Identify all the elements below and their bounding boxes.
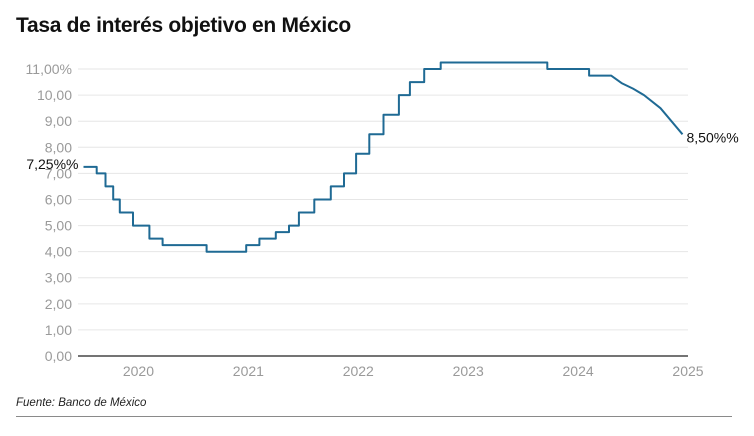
chart-title: Tasa de interés objetivo en México: [16, 14, 351, 37]
y-tick-label: 2,00: [45, 296, 72, 312]
series-line: [83, 61, 684, 253]
x-tick-label: 2023: [453, 363, 484, 379]
annotations: 7,25%% 8,50%%: [26, 129, 738, 172]
y-tick-label: 5,00: [45, 218, 72, 234]
plot-area: [83, 61, 684, 253]
footer-rule: [16, 416, 732, 417]
x-axis: 2020 2021 2022 2023 2024 2025: [78, 355, 704, 379]
y-tick-label: 0,00: [45, 348, 72, 364]
y-tick-label: 3,00: [45, 270, 72, 286]
x-tick-label: 2020: [123, 363, 154, 379]
y-tick-label: 7,00: [45, 165, 72, 181]
x-tick-label: 2025: [672, 363, 703, 379]
y-tick-label: 9,00: [45, 113, 72, 129]
data-label: 7,25%%: [26, 156, 78, 172]
y-tick-label: 10,00: [37, 87, 72, 103]
y-tick-label: 1,00: [45, 322, 72, 338]
x-tick-label: 2024: [563, 363, 594, 379]
data-label: 8,50%%: [687, 129, 739, 145]
x-tick-label: 2022: [343, 363, 374, 379]
y-tick-label: 8,00: [45, 139, 72, 155]
y-tick-label: 11,00%: [26, 61, 72, 77]
y-axis-ticks: 0,00 1,00 2,00 3,00 4,00 5,00 6,00 7,00 8,00 9,00…: [26, 61, 73, 364]
gridlines: [78, 68, 688, 331]
y-tick-label: 4,00: [45, 244, 72, 260]
x-tick-label: 2021: [233, 363, 264, 379]
y-tick-label: 6,00: [45, 191, 72, 207]
source-note: Fuente: Banco de México: [16, 397, 147, 409]
